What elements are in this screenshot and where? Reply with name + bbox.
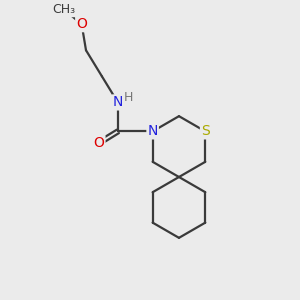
Text: CH₃: CH₃ (53, 3, 76, 16)
Text: N: N (113, 95, 123, 110)
Text: O: O (94, 136, 104, 150)
Text: O: O (76, 17, 87, 31)
Text: S: S (201, 124, 210, 138)
Text: H: H (124, 91, 134, 104)
Text: N: N (147, 124, 158, 138)
